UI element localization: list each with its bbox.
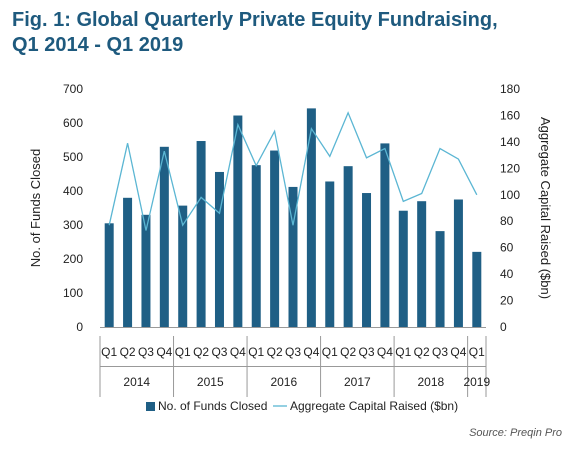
year-label: 2018 [418,375,445,389]
y-tick-label: 600 [63,116,83,130]
quarter-label: Q2 [340,345,356,359]
quarter-label: Q4 [450,345,466,359]
y2-tick-label: 80 [500,214,514,228]
quarter-label: Q3 [138,345,154,359]
quarter-label: Q4 [156,345,172,359]
quarter-label: Q1 [322,345,338,359]
quarter-label: Q1 [469,345,485,359]
bar [159,146,169,327]
chart-title: Fig. 1: Global Quarterly Private Equity … [12,8,568,58]
bar [417,201,427,327]
y-tick-label: 400 [63,184,83,198]
quarter-label: Q2 [267,345,283,359]
quarter-label: Q3 [211,345,227,359]
legend-label-bars: No. of Funds Closed [158,399,267,413]
bar [178,205,188,327]
bar [123,197,133,327]
chart-title-line-2: Q1 2014 - Q1 2019 [12,34,184,56]
y-tick-label: 0 [76,320,83,334]
quarter-label: Q1 [175,345,191,359]
bar [214,171,224,327]
legend-swatch-bars [146,402,155,411]
bar [196,141,206,327]
bar [453,199,463,327]
bar [435,231,445,327]
capital-line [108,111,478,231]
bar [288,186,298,327]
bar [362,193,372,327]
quarter-label: Q1 [248,345,264,359]
y2-tick-label: 40 [500,267,514,281]
y2-tick-label: 60 [500,241,514,255]
quarter-label: Q2 [414,345,430,359]
legend-label-line: Aggregate Capital Raised ($bn) [290,399,458,413]
source-note: Source: Preqin Pro [469,427,562,439]
bar [472,251,482,327]
bar [380,143,390,327]
quarter-label: Q3 [432,345,448,359]
y2-tick-label: 100 [500,188,520,202]
bar [141,214,151,327]
quarter-label: Q4 [377,345,393,359]
bar [343,166,353,327]
y-axis-title: No. of Funds Closed [28,149,43,268]
quarter-label: Q2 [120,345,136,359]
y2-tick-label: 180 [500,82,520,96]
bar [251,165,261,327]
year-label: 2016 [270,375,297,389]
chart-title-line-1: Fig. 1: Global Quarterly Private Equity … [12,9,498,31]
year-label: 2017 [344,375,371,389]
bar [270,150,280,327]
y2-tick-label: 140 [500,135,520,149]
quarter-label: Q2 [193,345,209,359]
y-tick-label: 100 [63,286,83,300]
quarter-label: Q1 [101,345,117,359]
bar [325,181,335,327]
bar [104,223,114,327]
quarter-label: Q3 [285,345,301,359]
y-tick-label: 700 [63,82,83,96]
y2-tick-label: 160 [500,108,520,122]
y-tick-label: 500 [63,150,83,164]
quarter-label: Q4 [230,345,246,359]
quarter-label: Q1 [395,345,411,359]
y2-tick-label: 0 [500,320,507,334]
year-label: 2019 [463,375,490,389]
quarter-label: Q4 [303,345,319,359]
year-label: 2014 [123,375,150,389]
y-tick-label: 300 [63,218,83,232]
bar [306,108,316,327]
y-tick-label: 200 [63,252,83,266]
y2-axis-title: Aggregate Capital Raised ($bn) [538,117,553,299]
y2-tick-label: 20 [500,294,514,308]
y2-tick-label: 120 [500,161,520,175]
quarter-label: Q3 [359,345,375,359]
year-label: 2015 [197,375,224,389]
bar [398,210,408,327]
bar [233,115,243,328]
